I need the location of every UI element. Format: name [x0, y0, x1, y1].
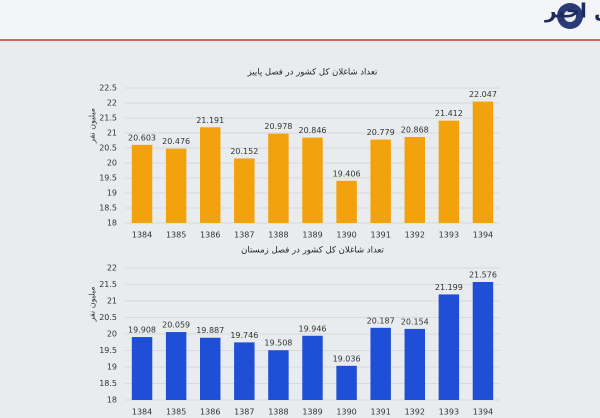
header-band	[0, 0, 600, 40]
x-tick-label: 1394	[473, 408, 493, 417]
y-tick-label: 19.5	[99, 346, 117, 355]
value-label: 19.508	[264, 339, 292, 348]
y-tick-label: 20	[107, 159, 117, 168]
bar	[404, 136, 425, 223]
y-tick-label: 19.5	[99, 174, 117, 183]
y-tick-label: 21	[107, 129, 117, 138]
logo	[557, 3, 583, 29]
bar	[370, 139, 391, 223]
y-axis-label: میلیون نفر	[88, 108, 97, 144]
x-tick-label: 1391	[371, 231, 391, 240]
y-tick-label: 21	[107, 297, 117, 306]
y-tick-label: 20.5	[99, 144, 117, 153]
value-label: 19.036	[333, 354, 361, 363]
x-tick-label: 1384	[132, 231, 152, 240]
bar	[165, 148, 187, 223]
x-tick-label: 1390	[336, 408, 356, 417]
value-label: 19.908	[128, 326, 156, 335]
y-tick-label: 20.5	[99, 313, 117, 322]
bar	[336, 365, 357, 400]
bar	[438, 120, 460, 223]
value-label: 20.779	[367, 128, 395, 137]
bar	[131, 144, 153, 223]
chart-title: تعداد شاغلان کل کشور در فصل زمستان	[241, 246, 384, 256]
value-label: 19.887	[196, 326, 224, 335]
value-label: 19.406	[333, 169, 361, 178]
chart-title: تعداد شاغلان کل کشور در فصل پاییز	[247, 68, 378, 78]
bar	[131, 337, 153, 400]
value-label: 20.187	[367, 316, 395, 325]
x-tick-label: 1384	[132, 408, 152, 417]
y-tick-label: 18	[107, 396, 117, 405]
x-tick-label: 1392	[405, 408, 425, 417]
bar	[200, 337, 221, 400]
x-tick-label: 1388	[268, 231, 288, 240]
bar	[234, 158, 255, 223]
bar	[336, 180, 357, 223]
x-tick-label: 1392	[405, 231, 425, 240]
y-tick-label: 22	[107, 99, 117, 108]
y-tick-label: 19	[107, 189, 117, 198]
x-tick-label: 1386	[200, 408, 220, 417]
x-tick-label: 1388	[268, 408, 288, 417]
bar	[234, 342, 255, 400]
value-label: 20.152	[230, 147, 258, 156]
value-label: 20.868	[401, 125, 429, 134]
x-tick-label: 1391	[371, 408, 391, 417]
y-tick-label: 20	[107, 330, 117, 339]
bar	[472, 281, 494, 400]
y-tick-label: 21.5	[99, 280, 117, 289]
value-label: 20.059	[162, 321, 190, 330]
bar	[404, 328, 425, 400]
y-axis-label: میلیون نفر	[88, 287, 97, 323]
bar	[268, 133, 289, 223]
bar	[438, 294, 460, 400]
y-tick-label: 22.5	[99, 84, 117, 93]
value-label: 20.603	[128, 133, 156, 142]
y-tick-label: 18.5	[99, 204, 117, 213]
value-label: 20.476	[162, 137, 190, 146]
bar	[472, 101, 494, 223]
bar	[268, 350, 289, 400]
y-tick-label: 22	[107, 264, 117, 273]
value-label: 21.191	[196, 116, 224, 125]
y-tick-label: 21.5	[99, 114, 117, 123]
y-tick-label: 19	[107, 363, 117, 372]
x-tick-label: 1393	[439, 231, 459, 240]
bar	[302, 137, 323, 223]
x-tick-label: 1385	[166, 408, 186, 417]
x-tick-label: 1385	[166, 231, 186, 240]
x-tick-label: 1387	[234, 231, 254, 240]
x-tick-label: 1390	[336, 231, 356, 240]
value-label: 21.576	[469, 270, 497, 279]
value-label: 20.978	[264, 122, 292, 131]
page-title: رشد محسوس تعداد شاغلان کل کشور در دو سال…	[544, 0, 600, 23]
bar	[302, 335, 323, 400]
value-label: 19.746	[230, 331, 258, 340]
y-tick-label: 18.5	[99, 379, 117, 388]
x-tick-label: 1386	[200, 231, 220, 240]
value-label: 21.412	[435, 109, 463, 118]
bar	[165, 332, 187, 400]
x-tick-label: 1389	[302, 408, 322, 417]
value-label: 20.154	[401, 317, 429, 326]
y-tick-label: 18	[107, 219, 117, 228]
x-tick-label: 1394	[473, 231, 493, 240]
bar	[370, 327, 391, 400]
x-tick-label: 1387	[234, 408, 254, 417]
value-label: 21.199	[435, 283, 463, 292]
x-tick-label: 1389	[302, 231, 322, 240]
bar	[200, 127, 221, 223]
value-label: 22.047	[469, 90, 497, 99]
value-label: 19.946	[299, 324, 327, 333]
value-label: 20.846	[299, 126, 327, 135]
x-tick-label: 1393	[439, 408, 459, 417]
